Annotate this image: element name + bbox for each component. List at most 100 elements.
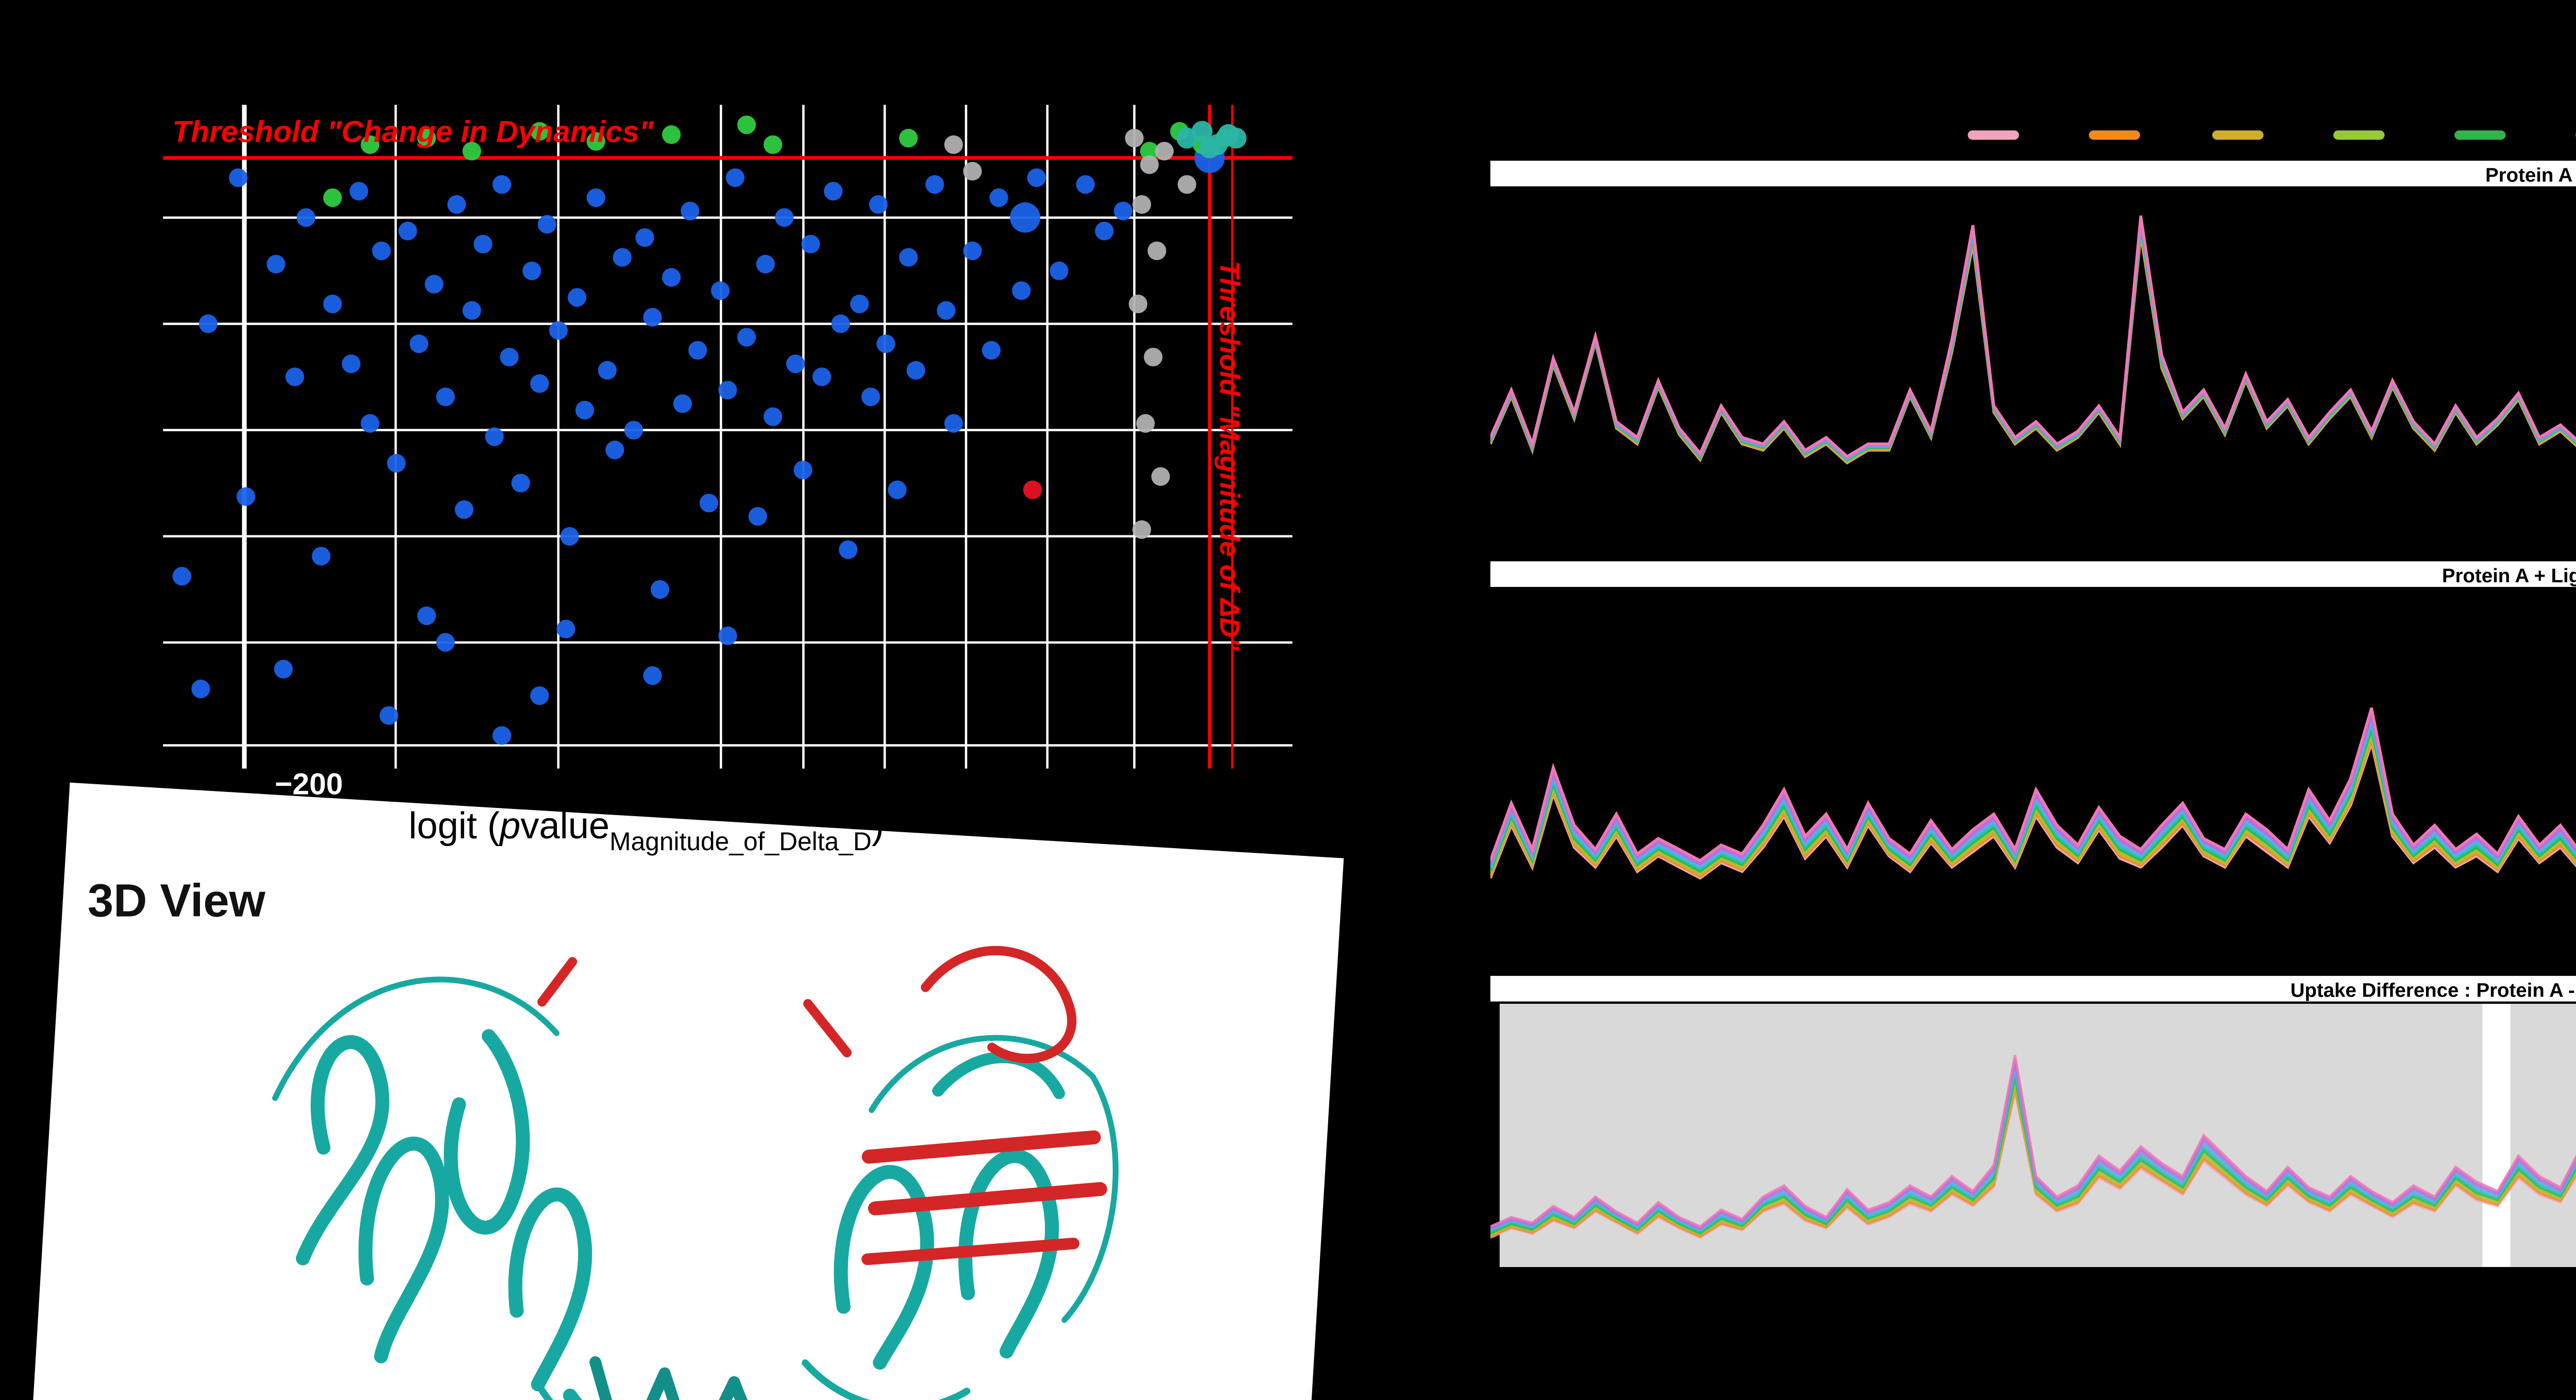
scatter-point-blue[interactable]	[1027, 168, 1046, 187]
scatter-point-blue[interactable]	[748, 507, 767, 526]
scatter-point-blue[interactable]	[274, 660, 293, 679]
volcano-canvas[interactable]	[163, 105, 1293, 769]
scatter-point-blue[interactable]	[1049, 261, 1069, 280]
scatter-point-blue[interactable]	[650, 580, 670, 599]
legend-swatch[interactable]	[2454, 130, 2506, 140]
scatter-point-green[interactable]	[361, 135, 380, 154]
scatter-point-blue[interactable]	[861, 387, 880, 407]
scatter-point-gray[interactable]	[1144, 347, 1163, 366]
uptake-trace[interactable]	[1490, 694, 2576, 864]
scatter-point-blue[interactable]	[549, 321, 568, 340]
scatter-point-blue[interactable]	[725, 168, 745, 187]
scatter-point-blue[interactable]	[410, 334, 429, 353]
scatter-point-blue[interactable]	[764, 407, 783, 426]
scatter-point-gray[interactable]	[963, 162, 982, 181]
scatter-point-blue[interactable]	[266, 255, 285, 274]
scatter-point-blue[interactable]	[613, 248, 632, 267]
scatter-point-green[interactable]	[764, 135, 783, 154]
uptake-chart-protein-a-ligand[interactable]	[1490, 587, 2576, 955]
scatter-point-blue[interactable]	[963, 241, 982, 260]
uptake-chart-protein-a[interactable]	[1490, 187, 2576, 554]
scatter-point-blue[interactable]	[756, 255, 775, 274]
scatter-point-blue[interactable]	[662, 268, 681, 287]
scatter-point-blue[interactable]	[839, 540, 858, 559]
uptake-trace[interactable]	[1490, 697, 2576, 866]
scatter-point-blue[interactable]	[229, 168, 248, 187]
scatter-point-teal[interactable]	[1225, 127, 1247, 149]
scatter-point-blue[interactable]	[511, 474, 530, 493]
scatter-point-teal[interactable]	[1191, 121, 1213, 142]
scatter-point-blue[interactable]	[699, 494, 718, 513]
scatter-point-blue[interactable]	[586, 188, 605, 207]
scatter-point-blue[interactable]	[643, 666, 662, 685]
scatter-point-blue[interactable]	[1012, 281, 1031, 300]
volcano-plot[interactable]	[163, 105, 1293, 769]
scatter-point-green[interactable]	[899, 128, 918, 148]
scatter-point-green[interactable]	[323, 188, 342, 207]
scatter-point-blue[interactable]	[462, 301, 481, 320]
scatter-point-blue[interactable]	[906, 361, 925, 380]
uptake-chart-canvas[interactable]	[1490, 187, 2576, 554]
scatter-point-blue[interactable]	[323, 294, 342, 313]
scatter-point-green[interactable]	[662, 125, 681, 144]
scatter-point-green[interactable]	[530, 122, 549, 141]
scatter-point-blue[interactable]	[1076, 175, 1095, 194]
scatter-point-blue[interactable]	[398, 222, 417, 241]
scatter-point-gray[interactable]	[1132, 195, 1151, 214]
scatter-point-blue[interactable]	[492, 175, 512, 194]
scatter-point-blue[interactable]	[786, 354, 805, 374]
scatter-point-green[interactable]	[1140, 142, 1159, 161]
scatter-point-blue[interactable]	[417, 606, 436, 626]
scatter-point-blue[interactable]	[605, 441, 624, 460]
legend-swatch[interactable]	[1968, 130, 2019, 140]
legend-swatch[interactable]	[2089, 130, 2141, 140]
uptake-trace[interactable]	[1490, 227, 2576, 475]
scatter-point-blue[interactable]	[537, 215, 556, 234]
scatter-point-blue[interactable]	[296, 208, 316, 227]
scatter-point-blue[interactable]	[492, 726, 512, 745]
scatter-point-blue[interactable]	[710, 281, 730, 300]
scatter-point-blue[interactable]	[372, 241, 391, 260]
legend-swatch[interactable]	[2333, 130, 2384, 140]
scatter-point-blue[interactable]	[436, 387, 455, 407]
scatter-point-red[interactable]	[1023, 480, 1042, 499]
scatter-point-blue[interactable]	[1113, 201, 1133, 221]
protein-3d-structure[interactable]	[24, 783, 1344, 1400]
scatter-point-blue[interactable]	[876, 334, 895, 353]
scatter-point-blue-large[interactable]	[1010, 202, 1041, 233]
uptake-difference-chart[interactable]	[1490, 1002, 2576, 1270]
scatter-point-blue[interactable]	[688, 341, 707, 360]
uptake-trace[interactable]	[1490, 232, 2576, 503]
scatter-point-blue[interactable]	[560, 527, 579, 546]
scatter-point-blue[interactable]	[199, 314, 218, 333]
scatter-point-blue[interactable]	[718, 381, 737, 400]
scatter-point-blue[interactable]	[454, 500, 473, 519]
scatter-point-blue[interactable]	[718, 626, 737, 646]
scatter-point-blue[interactable]	[635, 228, 654, 247]
scatter-point-gray[interactable]	[1136, 414, 1155, 433]
scatter-point-blue[interactable]	[673, 394, 692, 413]
scatter-point-green[interactable]	[586, 132, 605, 151]
uptake-chart-canvas[interactable]	[1490, 1002, 2576, 1270]
scatter-point-blue[interactable]	[831, 314, 850, 333]
scatter-point-blue[interactable]	[643, 308, 662, 327]
uptake-trace[interactable]	[1490, 690, 2576, 863]
scatter-point-green[interactable]	[462, 142, 481, 161]
scatter-point-teal[interactable]	[1199, 137, 1221, 159]
scatter-point-blue[interactable]	[824, 182, 843, 201]
scatter-point-blue[interactable]	[737, 328, 756, 347]
scatter-point-gray[interactable]	[1140, 155, 1159, 174]
scatter-point-gray[interactable]	[1132, 520, 1151, 539]
scatter-point-blue[interactable]	[775, 208, 794, 227]
scatter-point-blue[interactable]	[387, 453, 406, 473]
legend-swatch[interactable]	[2211, 130, 2263, 140]
scatter-point-blue[interactable]	[500, 347, 519, 366]
scatter-point-blue[interactable]	[485, 427, 504, 446]
scatter-point-blue[interactable]	[522, 261, 541, 280]
uptake-trace[interactable]	[1490, 1055, 2576, 1233]
scatter-point-blue[interactable]	[681, 201, 700, 221]
scatter-point-blue[interactable]	[793, 461, 812, 480]
scatter-point-blue[interactable]	[236, 487, 256, 506]
scatter-point-gray[interactable]	[944, 135, 963, 154]
scatter-point-blue[interactable]	[425, 275, 444, 294]
